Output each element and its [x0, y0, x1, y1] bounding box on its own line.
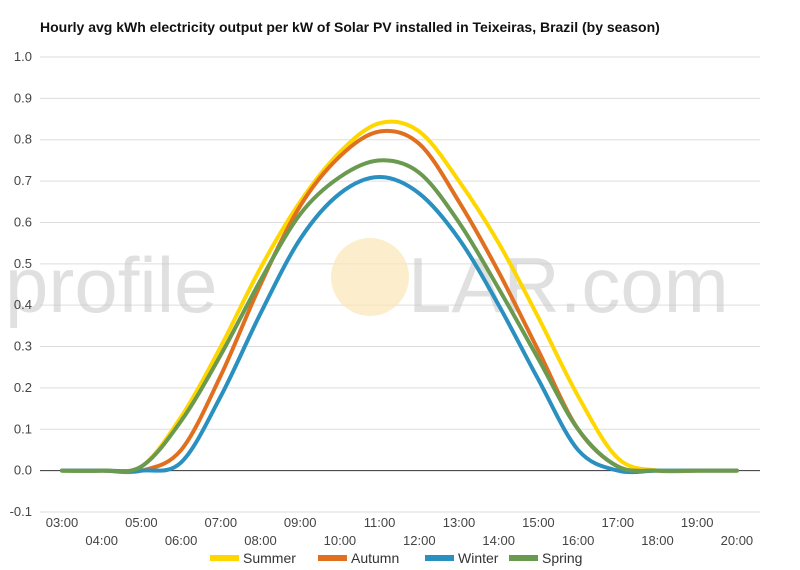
legend-item-summer[interactable]: Summer	[210, 550, 296, 566]
x-tick-label: 17:00	[602, 515, 635, 530]
x-tick-label: 12:00	[403, 533, 436, 548]
y-tick-label: 0.5	[14, 256, 32, 271]
legend-swatch	[210, 555, 239, 561]
legend-swatch	[425, 555, 454, 561]
x-tick-label: 11:00	[364, 515, 396, 530]
y-tick-label: 1.0	[14, 49, 32, 64]
y-tick-label: -0.1	[10, 504, 32, 519]
x-tick-label: 16:00	[562, 533, 595, 548]
legend-swatch	[509, 555, 538, 561]
x-tick-label: 07:00	[205, 515, 238, 530]
y-ticks: -0.1 0.0 0.1 0.2 0.3 0.4 0.5 0.6 0.7 0.8 0.9 1.0	[10, 49, 32, 519]
legend-label: Summer	[243, 550, 296, 566]
legend-item-autumn[interactable]: Autumn	[318, 550, 399, 566]
x-tick-label: 05:00	[125, 515, 158, 530]
y-tick-label: 0.6	[14, 214, 32, 229]
y-tick-label: 0.8	[14, 132, 32, 147]
series-lines	[60, 119, 739, 475]
y-tick-label: 0.9	[14, 90, 32, 105]
x-ticks: 03:00 04:00 05:00 06:00 07:00 08:00 09:00 10:00…	[46, 515, 753, 548]
x-tick-label: 03:00	[46, 515, 79, 530]
x-tick-label: 04:00	[85, 533, 118, 548]
x-tick-label: 14:00	[482, 533, 515, 548]
y-tick-label: 0.1	[14, 421, 32, 436]
legend-item-winter[interactable]: Winter	[425, 550, 499, 566]
series-line-spring	[60, 158, 739, 474]
legend-swatch	[318, 555, 347, 561]
legend-label: Autumn	[351, 550, 399, 566]
series-line-summer	[60, 119, 739, 474]
x-tick-label: 08:00	[244, 533, 277, 548]
y-tick-label: 0.3	[14, 339, 32, 354]
watermark-sun-icon	[331, 238, 409, 316]
x-tick-label: 06:00	[165, 533, 198, 548]
x-tick-label: 20:00	[721, 533, 754, 548]
legend: Summer Autumn Winter Spring	[210, 550, 582, 566]
chart-title: Hourly avg kWh electricity output per kW…	[40, 19, 660, 35]
series-line-winter	[60, 175, 739, 475]
y-tick-label: 0.7	[14, 173, 32, 188]
y-tick-label: 0.4	[14, 297, 32, 312]
x-tick-label: 19:00	[681, 515, 714, 530]
x-tick-label: 09:00	[284, 515, 317, 530]
watermark-text-left: profile	[5, 241, 217, 329]
x-tick-label: 13:00	[443, 515, 476, 530]
y-tick-label: 0.0	[14, 463, 32, 478]
y-tick-label: 0.2	[14, 380, 32, 395]
legend-item-spring[interactable]: Spring	[509, 550, 582, 566]
x-tick-label: 10:00	[324, 533, 357, 548]
legend-label: Spring	[542, 550, 582, 566]
x-tick-label: 15:00	[522, 515, 555, 530]
x-tick-label: 18:00	[641, 533, 674, 548]
legend-label: Winter	[458, 550, 499, 566]
watermark-text-right: LAR.com	[408, 241, 729, 329]
watermark: profile LAR.com	[5, 238, 729, 329]
